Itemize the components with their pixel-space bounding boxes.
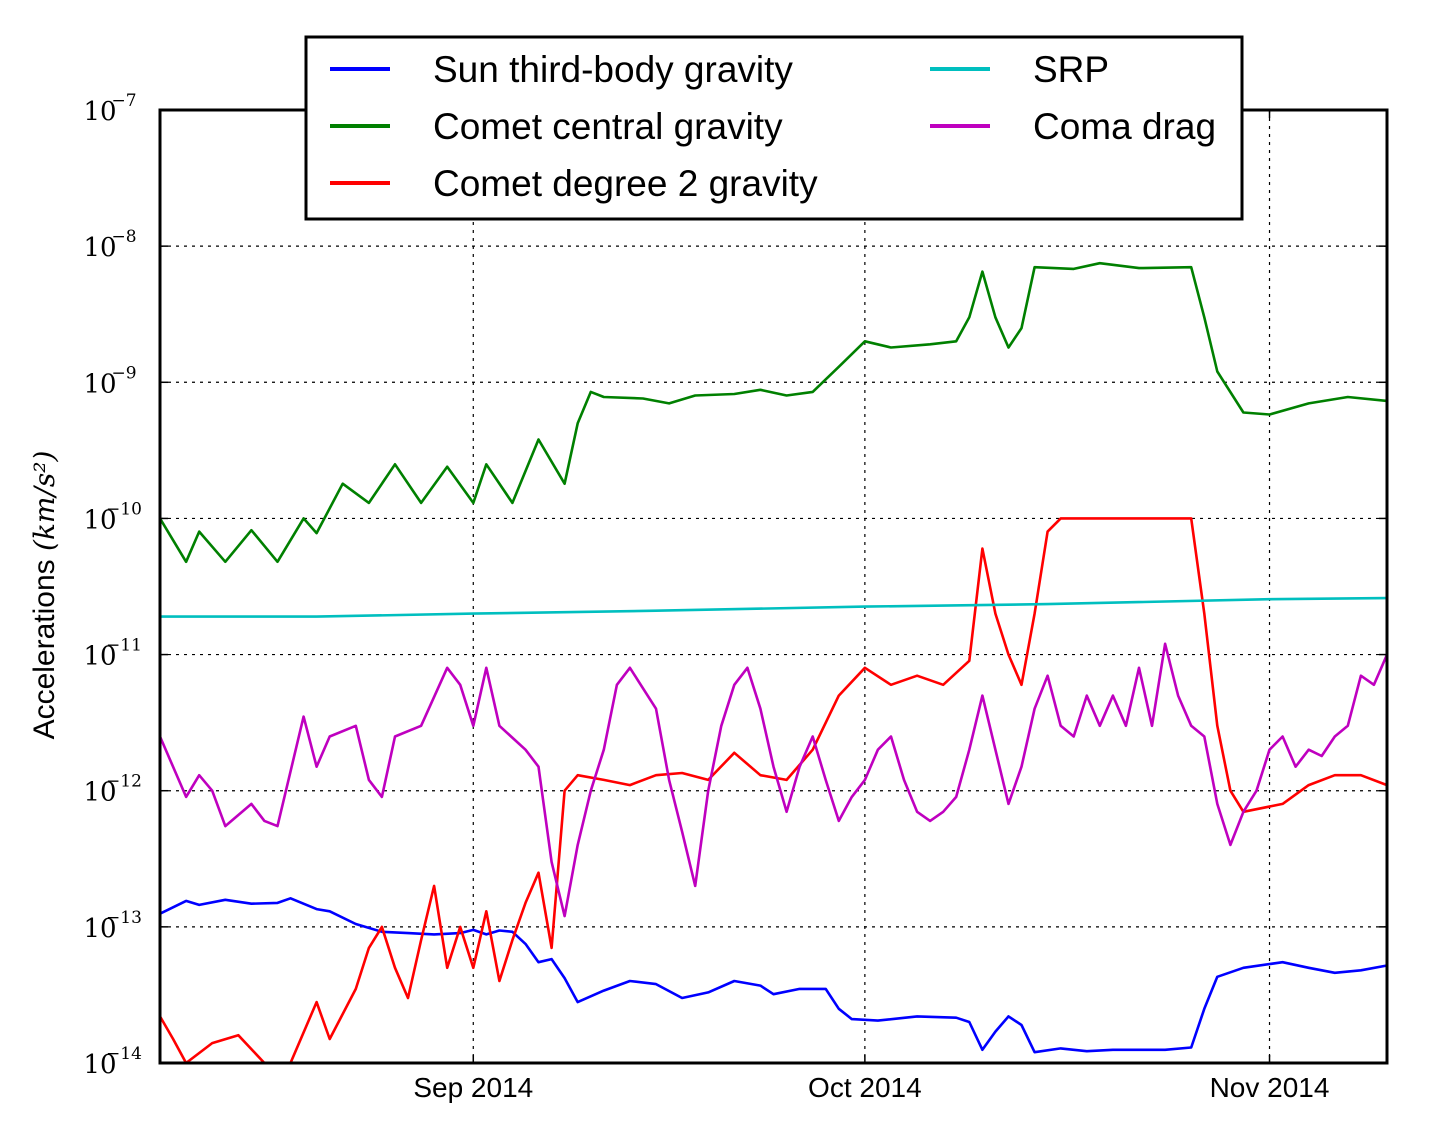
legend-label: Sun third-body gravity bbox=[433, 49, 793, 90]
y-tick-exponent: −8 bbox=[111, 227, 136, 247]
series-line-coma-drag bbox=[158, 642, 1389, 918]
y-tick-label: 10 bbox=[83, 778, 116, 808]
y-tick-exponent: −13 bbox=[106, 908, 142, 928]
x-tick-label: Oct 2014 bbox=[808, 1072, 922, 1103]
legend-label: SRP bbox=[1033, 49, 1109, 90]
series-line-comet-degree-2-gravity bbox=[158, 517, 1388, 1065]
x-tick-label: Nov 2014 bbox=[1210, 1072, 1330, 1103]
y-tick-label: 10 bbox=[83, 914, 116, 944]
y-tick-label: 10 bbox=[83, 233, 116, 263]
legend-label: Comet degree 2 gravity bbox=[433, 163, 818, 204]
y-tick-label: 10 bbox=[83, 97, 116, 127]
y-axis-label-unit: (km/s²) bbox=[28, 451, 61, 551]
grid-lines bbox=[160, 110, 1387, 1063]
x-tick-label: Sep 2014 bbox=[413, 1072, 533, 1103]
y-axis-label-text: Accelerations (km/s²) bbox=[28, 451, 61, 740]
y-tick-exponent: −10 bbox=[106, 499, 142, 519]
series-line-srp bbox=[160, 596, 1388, 618]
y-tick-label: 10 bbox=[83, 1050, 116, 1080]
legend-box bbox=[304, 35, 1244, 221]
y-tick-exponent: −7 bbox=[111, 91, 136, 111]
axis-ticks: 10−1410−1310−1210−1110−1010−910−810−7Sep… bbox=[83, 91, 1387, 1103]
series-line-comet-central-gravity bbox=[158, 261, 1388, 564]
series-lines bbox=[158, 261, 1389, 1065]
series-line-sun-third-body-gravity bbox=[159, 896, 1388, 1054]
y-tick-label: 10 bbox=[83, 369, 116, 399]
y-axis-label-word: Accelerations bbox=[28, 559, 61, 739]
y-tick-label: 10 bbox=[83, 642, 116, 672]
y-tick-exponent: −14 bbox=[106, 1044, 142, 1064]
legend: Sun third-body gravity Comet central grav… bbox=[304, 35, 1244, 221]
y-tick-exponent: −11 bbox=[106, 636, 142, 656]
legend-label: Coma drag bbox=[1033, 106, 1216, 147]
legend-label: Comet central gravity bbox=[433, 106, 783, 147]
y-tick-exponent: −12 bbox=[106, 772, 142, 792]
y-tick-exponent: −9 bbox=[111, 363, 136, 383]
y-tick-label: 10 bbox=[83, 505, 116, 535]
y-axis-label: Accelerations (km/s²) bbox=[28, 451, 61, 740]
